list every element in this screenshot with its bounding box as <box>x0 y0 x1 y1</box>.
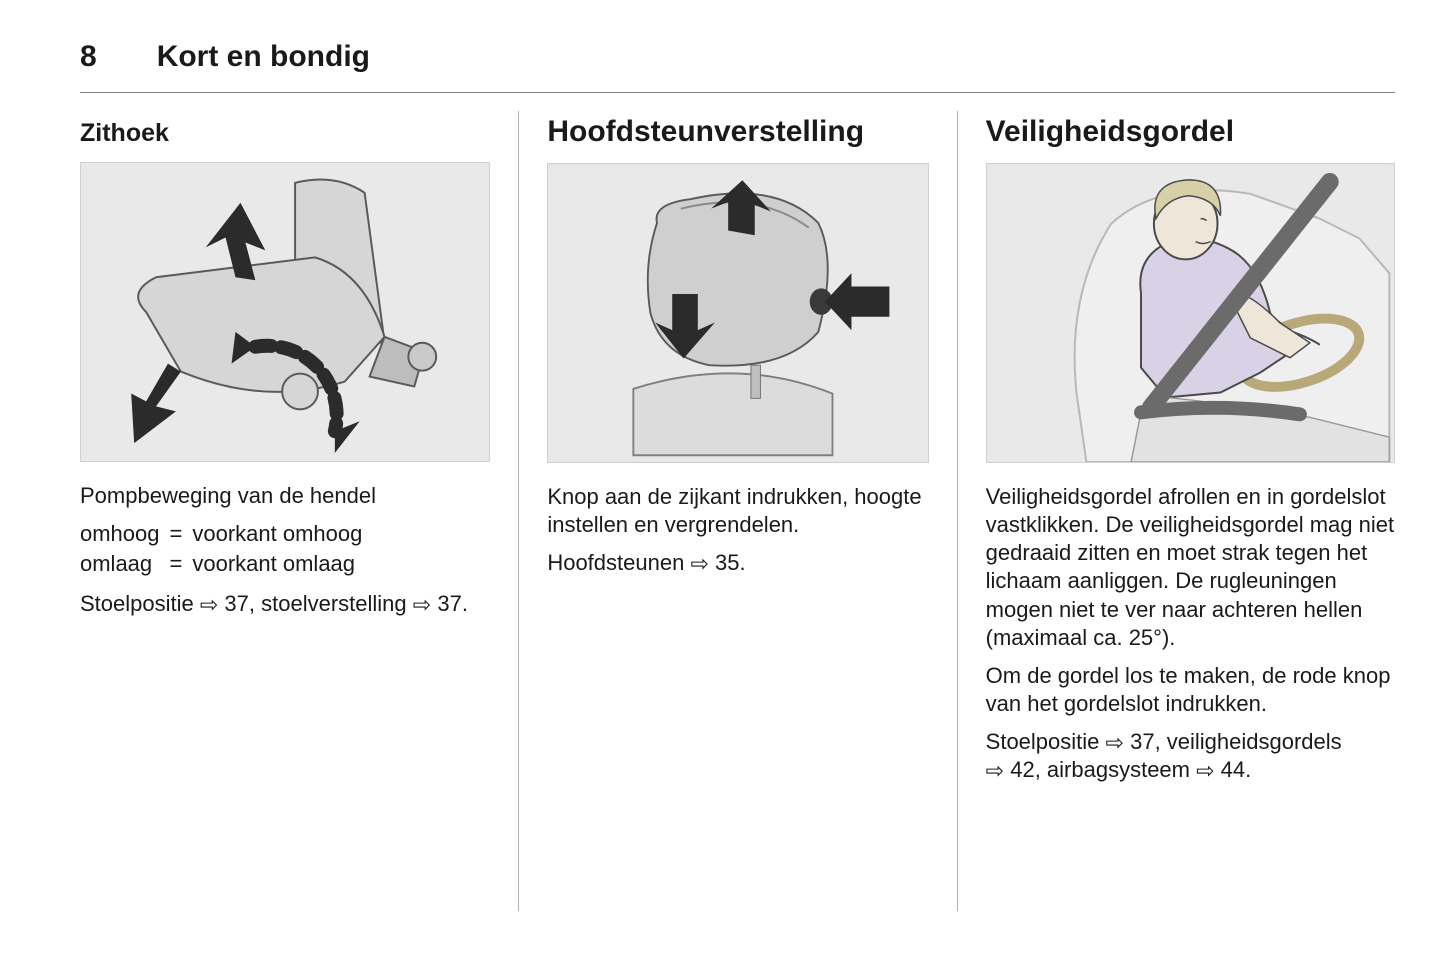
def-eq: = <box>170 520 183 548</box>
gordel-p2: Om de gordel los te maken, de rode knop … <box>986 662 1395 718</box>
heading-hoofdsteun: Hoofdsteunverstelling <box>547 115 928 149</box>
col-hoofdsteun: Hoofdsteunverstelling <box>518 111 956 911</box>
hoofdsteun-instruction: Knop aan de zijkant indrukken, hoogte in… <box>547 483 928 539</box>
heading-zithoek: Zithoek <box>80 119 490 148</box>
xref-gordels-42: ⇨ 42 <box>986 757 1035 782</box>
figure-seatbelt <box>986 163 1395 463</box>
def-term-omlaag: omlaag <box>80 550 160 578</box>
def-val-omlaag: voorkant omlaag <box>192 550 490 578</box>
manual-page: 8 Kort en bondig Zithoek <box>0 0 1445 965</box>
gordel-p1: Veiligheidsgordel afrollen en in gordels… <box>986 483 1395 652</box>
page-header: 8 Kort en bondig <box>80 40 1395 92</box>
xref-stoelpositie-37: ⇨ 37 <box>200 591 249 616</box>
col-zithoek: Zithoek <box>80 111 518 911</box>
seatbelt-illustration <box>987 164 1394 462</box>
header-rule <box>80 92 1395 93</box>
figure-seat-angle <box>80 162 490 462</box>
xref-airbag-44: ⇨ 44 <box>1196 757 1245 782</box>
zithoek-definitions: omhoog = voorkant omhoog omlaag = voorka… <box>80 520 490 578</box>
hoofdsteun-xrefs: Hoofdsteunen ⇨ 35. <box>547 549 928 577</box>
gordel-xrefs: Stoelpositie ⇨ 37, veiligheidsgordels ⇨ … <box>986 728 1395 784</box>
xref-hoofdsteunen-35: ⇨ 35 <box>690 550 739 575</box>
zithoek-xrefs: Stoelpositie ⇨ 37, stoelverstelling ⇨ 37… <box>80 590 490 618</box>
heading-gordel: Veiligheidsgordel <box>986 115 1395 149</box>
col-gordel: Veiligheidsgordel <box>957 111 1395 911</box>
xref-stoelpositie-37b: ⇨ 37 <box>1106 729 1155 754</box>
figure-headrest <box>547 163 928 463</box>
page-number: 8 <box>80 40 97 74</box>
def-term-omhoog: omhoog <box>80 520 160 548</box>
chapter-title: Kort en bondig <box>157 40 370 74</box>
headrest-illustration <box>548 164 927 462</box>
xref-stoelverstelling-37: ⇨ 37 <box>413 591 462 616</box>
def-val-omhoog: voorkant omhoog <box>192 520 490 548</box>
zithoek-intro: Pompbeweging van de hendel <box>80 482 490 510</box>
content-columns: Zithoek <box>80 111 1395 911</box>
seat-angle-illustration <box>81 163 489 461</box>
def-eq: = <box>170 550 183 578</box>
